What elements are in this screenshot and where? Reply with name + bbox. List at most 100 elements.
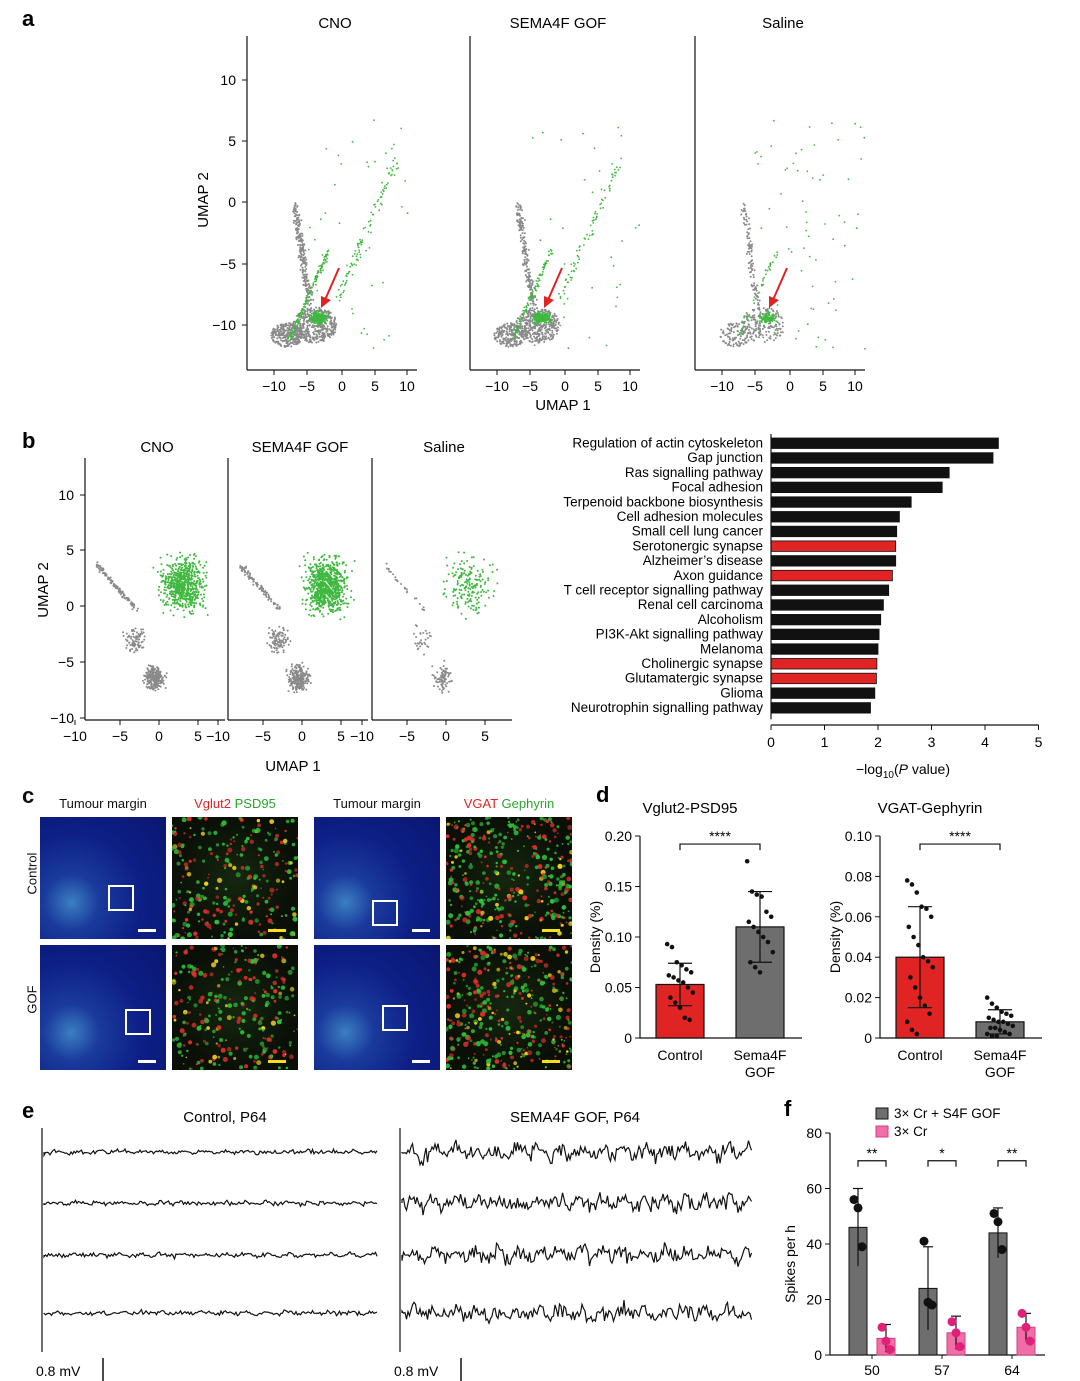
umap-point-green <box>193 573 196 576</box>
umap-point-green <box>313 599 316 602</box>
umap-point-gray <box>729 322 732 325</box>
umap-point-gray <box>272 328 275 331</box>
umap-point-green <box>780 193 782 195</box>
umap-point-green <box>544 316 547 319</box>
umap-point-gray <box>523 319 526 322</box>
umap-point-green <box>351 308 353 310</box>
umap-point-green <box>513 332 516 335</box>
umap-point-gray <box>305 268 308 271</box>
umap-point-green <box>763 318 766 320</box>
umap-point-green <box>203 589 206 591</box>
umap-point-green <box>325 255 328 258</box>
umap-point-gray <box>276 328 279 331</box>
umap-point-gray <box>765 333 768 336</box>
umap-point-green <box>550 250 553 252</box>
umap-point-green <box>324 261 326 263</box>
umap-point-green <box>204 607 207 610</box>
umap-point-gray <box>294 220 297 223</box>
umap-point-green <box>538 274 541 276</box>
umap-point-gray <box>519 222 522 225</box>
umap-point-gray <box>307 286 310 289</box>
umap-point-green <box>183 594 186 597</box>
umap-point-green <box>813 144 816 146</box>
umap-point-green <box>805 229 808 232</box>
umap-point-green <box>182 563 185 566</box>
umap-point-gray <box>283 328 286 331</box>
umap-point-gray <box>743 207 746 210</box>
umap-point-gray <box>326 332 329 335</box>
umap-point-green <box>570 279 573 281</box>
umap-point-gray <box>305 283 308 286</box>
umap-point-green <box>297 314 299 317</box>
umap-point-green <box>308 566 310 569</box>
umap-point-gray <box>149 671 152 674</box>
umap-point-green <box>199 604 202 607</box>
umap-point-green <box>805 211 807 213</box>
umap-point-gray <box>295 223 297 225</box>
umap-point-green <box>330 573 333 576</box>
umap-point-gray <box>518 333 521 336</box>
umap-point-gray <box>129 650 132 652</box>
umap-point-green <box>864 347 866 350</box>
umap-point-gray <box>304 249 307 252</box>
umap-point-green <box>738 333 741 336</box>
umap-point-green <box>342 595 344 598</box>
umap-point-green <box>176 585 178 588</box>
umap-point-green <box>158 594 160 597</box>
umap-point-gray <box>285 345 288 347</box>
umap-point-gray <box>551 329 554 332</box>
umap-point-gray <box>781 325 784 328</box>
umap-point-green <box>192 612 195 615</box>
umap-point-gray <box>272 336 275 339</box>
panel-b-xtick: −5 <box>112 728 128 744</box>
umap-point-gray <box>745 215 748 218</box>
umap-point-gray <box>520 217 523 220</box>
umap-point-gray <box>162 682 165 685</box>
umap-point-green <box>313 280 316 283</box>
umap-point-green <box>197 561 200 564</box>
umap-point-gray <box>302 322 305 325</box>
umap-point-gray <box>295 337 298 340</box>
umap-point-gray <box>555 327 558 330</box>
umap-point-gray <box>529 319 532 322</box>
umap-point-green <box>164 583 167 586</box>
umap-point-green <box>177 567 180 570</box>
umap-point-gray <box>509 322 512 325</box>
umap-point-gray <box>283 344 286 347</box>
umap-point-green <box>847 178 850 181</box>
umap-point-green <box>315 567 318 570</box>
umap-point-green <box>335 295 338 298</box>
umap-point-green <box>176 557 179 559</box>
umap-point-green <box>591 286 593 289</box>
umap-point-green <box>535 280 538 282</box>
umap-point-gray <box>744 337 747 340</box>
umap-point-green <box>379 202 382 205</box>
umap-point-gray <box>526 279 529 282</box>
umap-point-gray <box>306 324 309 327</box>
umap-point-gray <box>119 593 122 596</box>
umap-point-green <box>531 137 534 139</box>
umap-point-gray <box>139 635 141 638</box>
umap-point-green <box>817 336 820 339</box>
umap-point-gray <box>302 326 305 329</box>
umap-point-gray <box>508 327 511 329</box>
umap-point-green <box>746 317 748 320</box>
umap-point-gray <box>549 335 552 338</box>
umap-point-green <box>558 292 560 295</box>
umap-point-gray <box>330 319 333 322</box>
umap-point-green <box>807 235 810 238</box>
umap-point-green <box>620 134 623 137</box>
umap-point-gray <box>273 331 276 334</box>
umap-point-green <box>315 584 318 587</box>
panel-b-xtick: −10 <box>63 728 87 744</box>
umap-point-green <box>200 585 203 588</box>
umap-point-green <box>535 289 538 292</box>
umap-point-green <box>171 572 174 575</box>
umap-point-green <box>583 178 586 181</box>
umap-point-gray <box>126 644 129 647</box>
umap-point-gray <box>523 328 526 330</box>
umap-point-gray <box>553 324 556 327</box>
umap-point-gray <box>297 221 300 224</box>
umap-point-green <box>343 582 346 585</box>
